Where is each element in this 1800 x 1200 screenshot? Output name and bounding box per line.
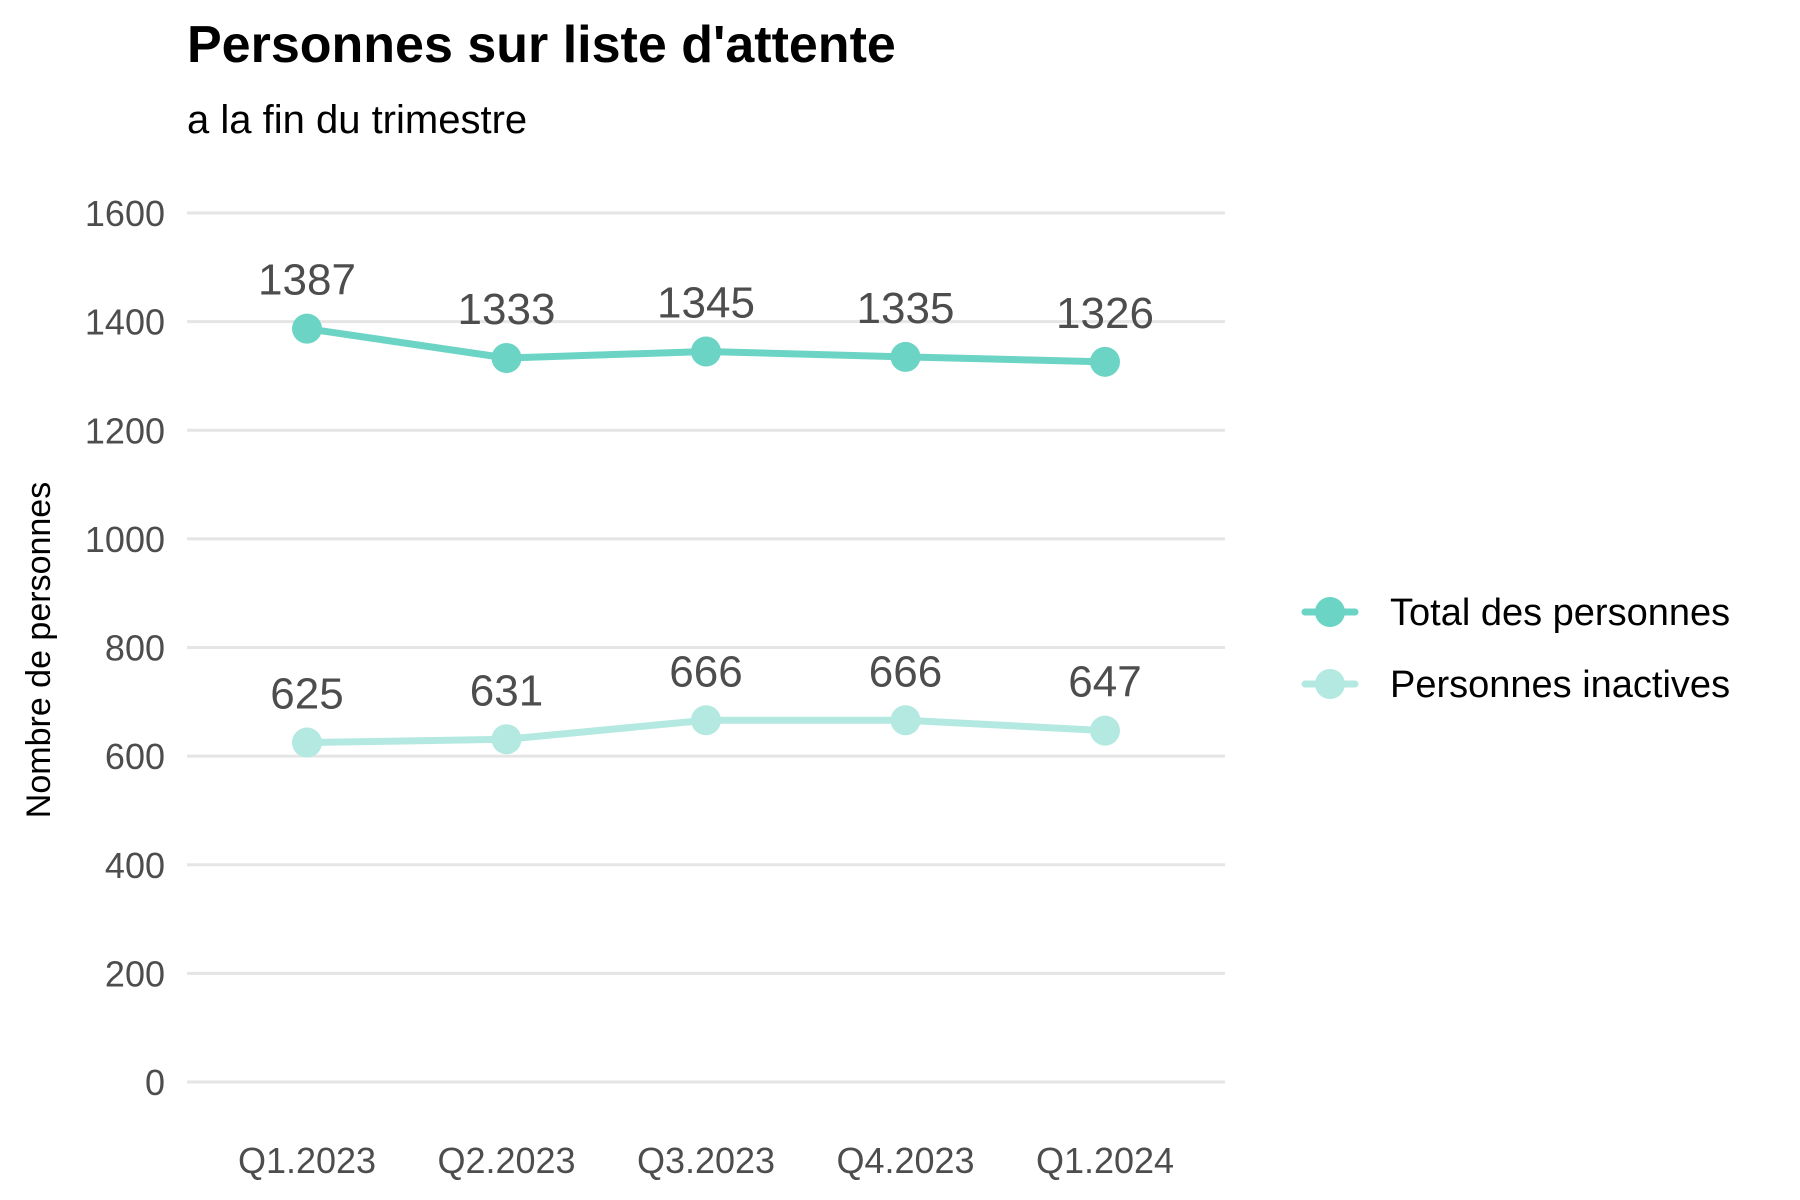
series-group bbox=[292, 313, 1120, 758]
y-tick-label: 800 bbox=[105, 628, 165, 669]
data-label: 1335 bbox=[857, 284, 955, 333]
legend-marker bbox=[1315, 669, 1345, 699]
y-tick-label: 400 bbox=[105, 845, 165, 886]
data-label: 666 bbox=[869, 647, 942, 696]
x-tick-label: Q3.2023 bbox=[637, 1140, 775, 1181]
legend-label: Personnes inactives bbox=[1390, 664, 1730, 706]
x-axis-ticks: Q1.2023 Q2.2023 Q3.2023 Q4.2023 Q1.2024 bbox=[238, 1140, 1174, 1181]
y-axis-ticks: 0 200 400 600 800 1000 1200 1400 1600 bbox=[85, 193, 165, 1103]
y-tick-label: 1600 bbox=[85, 193, 165, 234]
y-tick-label: 200 bbox=[105, 953, 165, 994]
legend-label: Total des personnes bbox=[1390, 592, 1730, 634]
data-point bbox=[491, 343, 522, 374]
legend: Total des personnes Personnes inactives bbox=[1301, 592, 1730, 706]
data-label: 647 bbox=[1068, 658, 1141, 707]
data-point bbox=[691, 336, 721, 367]
data-point bbox=[1090, 715, 1120, 746]
data-point bbox=[890, 705, 921, 736]
data-labels: 1387 1333 1345 1335 1326 625 631 666 666 647 bbox=[258, 256, 1154, 719]
data-label: 1345 bbox=[657, 278, 755, 327]
y-tick-label: 600 bbox=[105, 736, 165, 777]
data-label: 1387 bbox=[258, 256, 356, 305]
x-tick-label: Q4.2023 bbox=[836, 1140, 974, 1181]
data-point bbox=[890, 341, 921, 372]
legend-marker bbox=[1315, 597, 1345, 627]
y-axis-title: Nombre de personnes bbox=[20, 482, 58, 818]
chart-title: Personnes sur liste d'attente bbox=[187, 16, 896, 74]
gridlines bbox=[187, 211, 1225, 1084]
x-tick-label: Q1.2024 bbox=[1036, 1140, 1174, 1181]
data-label: 1333 bbox=[458, 285, 556, 334]
data-label: 666 bbox=[669, 647, 742, 696]
data-point bbox=[292, 313, 322, 344]
data-label: 631 bbox=[470, 666, 543, 715]
data-label: 1326 bbox=[1056, 289, 1154, 338]
y-tick-label: 1400 bbox=[85, 302, 165, 343]
data-label: 625 bbox=[270, 670, 343, 719]
y-tick-label: 1200 bbox=[85, 410, 165, 451]
data-point bbox=[691, 705, 721, 736]
x-tick-label: Q1.2023 bbox=[238, 1140, 376, 1181]
chart-subtitle: a la fin du trimestre bbox=[187, 98, 527, 142]
y-tick-label: 1000 bbox=[85, 519, 165, 560]
data-point bbox=[491, 724, 522, 755]
data-point bbox=[1090, 346, 1120, 377]
data-point bbox=[292, 727, 322, 758]
y-tick-label: 0 bbox=[145, 1062, 165, 1103]
x-tick-label: Q2.2023 bbox=[437, 1140, 575, 1181]
